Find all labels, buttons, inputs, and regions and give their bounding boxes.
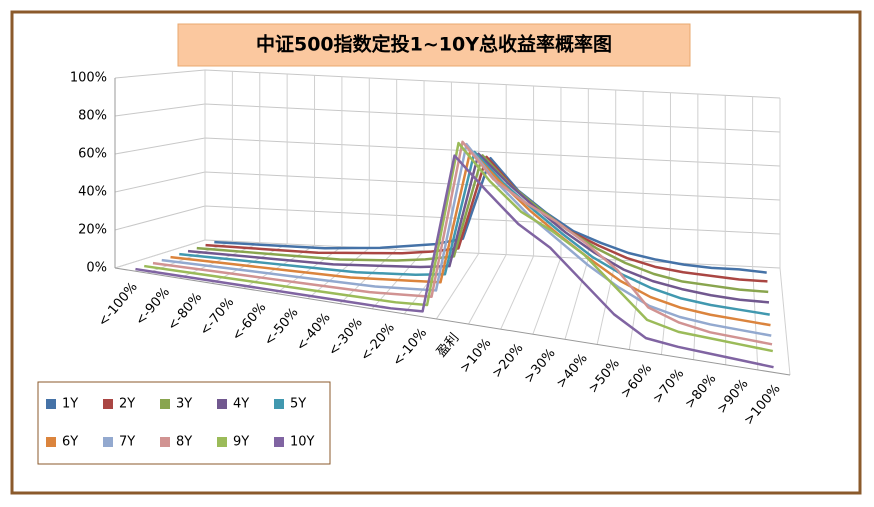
y-tick-label: 0%: [86, 261, 107, 276]
chart-title: 中证500指数定投1~10Y总收益率概率图: [256, 33, 612, 56]
legend-swatch: [217, 437, 227, 447]
y-tick-label: 60%: [78, 147, 107, 162]
legend-label: 2Y: [119, 397, 135, 412]
y-tick-label: 100%: [70, 71, 107, 86]
legend-swatch: [46, 437, 56, 447]
legend-swatch: [217, 399, 227, 409]
legend-swatch: [46, 399, 56, 409]
legend-label: 4Y: [233, 397, 249, 412]
y-tick-label: 40%: [78, 185, 107, 200]
legend-label: 8Y: [176, 435, 192, 450]
legend-label: 9Y: [233, 435, 249, 450]
legend-swatch: [160, 399, 170, 409]
y-tick-label: 20%: [78, 223, 107, 238]
legend-swatch: [274, 399, 284, 409]
legend-label: 3Y: [176, 397, 192, 412]
legend-label: 7Y: [119, 435, 135, 450]
legend-label: 10Y: [290, 435, 315, 450]
legend-label: 5Y: [290, 397, 306, 412]
legend-box: [38, 382, 330, 464]
legend-label: 1Y: [62, 397, 78, 412]
legend-swatch: [274, 437, 284, 447]
legend-swatch: [103, 399, 113, 409]
legend-label: 6Y: [62, 435, 78, 450]
legend-swatch: [103, 437, 113, 447]
legend-swatch: [160, 437, 170, 447]
y-tick-label: 80%: [78, 109, 107, 124]
